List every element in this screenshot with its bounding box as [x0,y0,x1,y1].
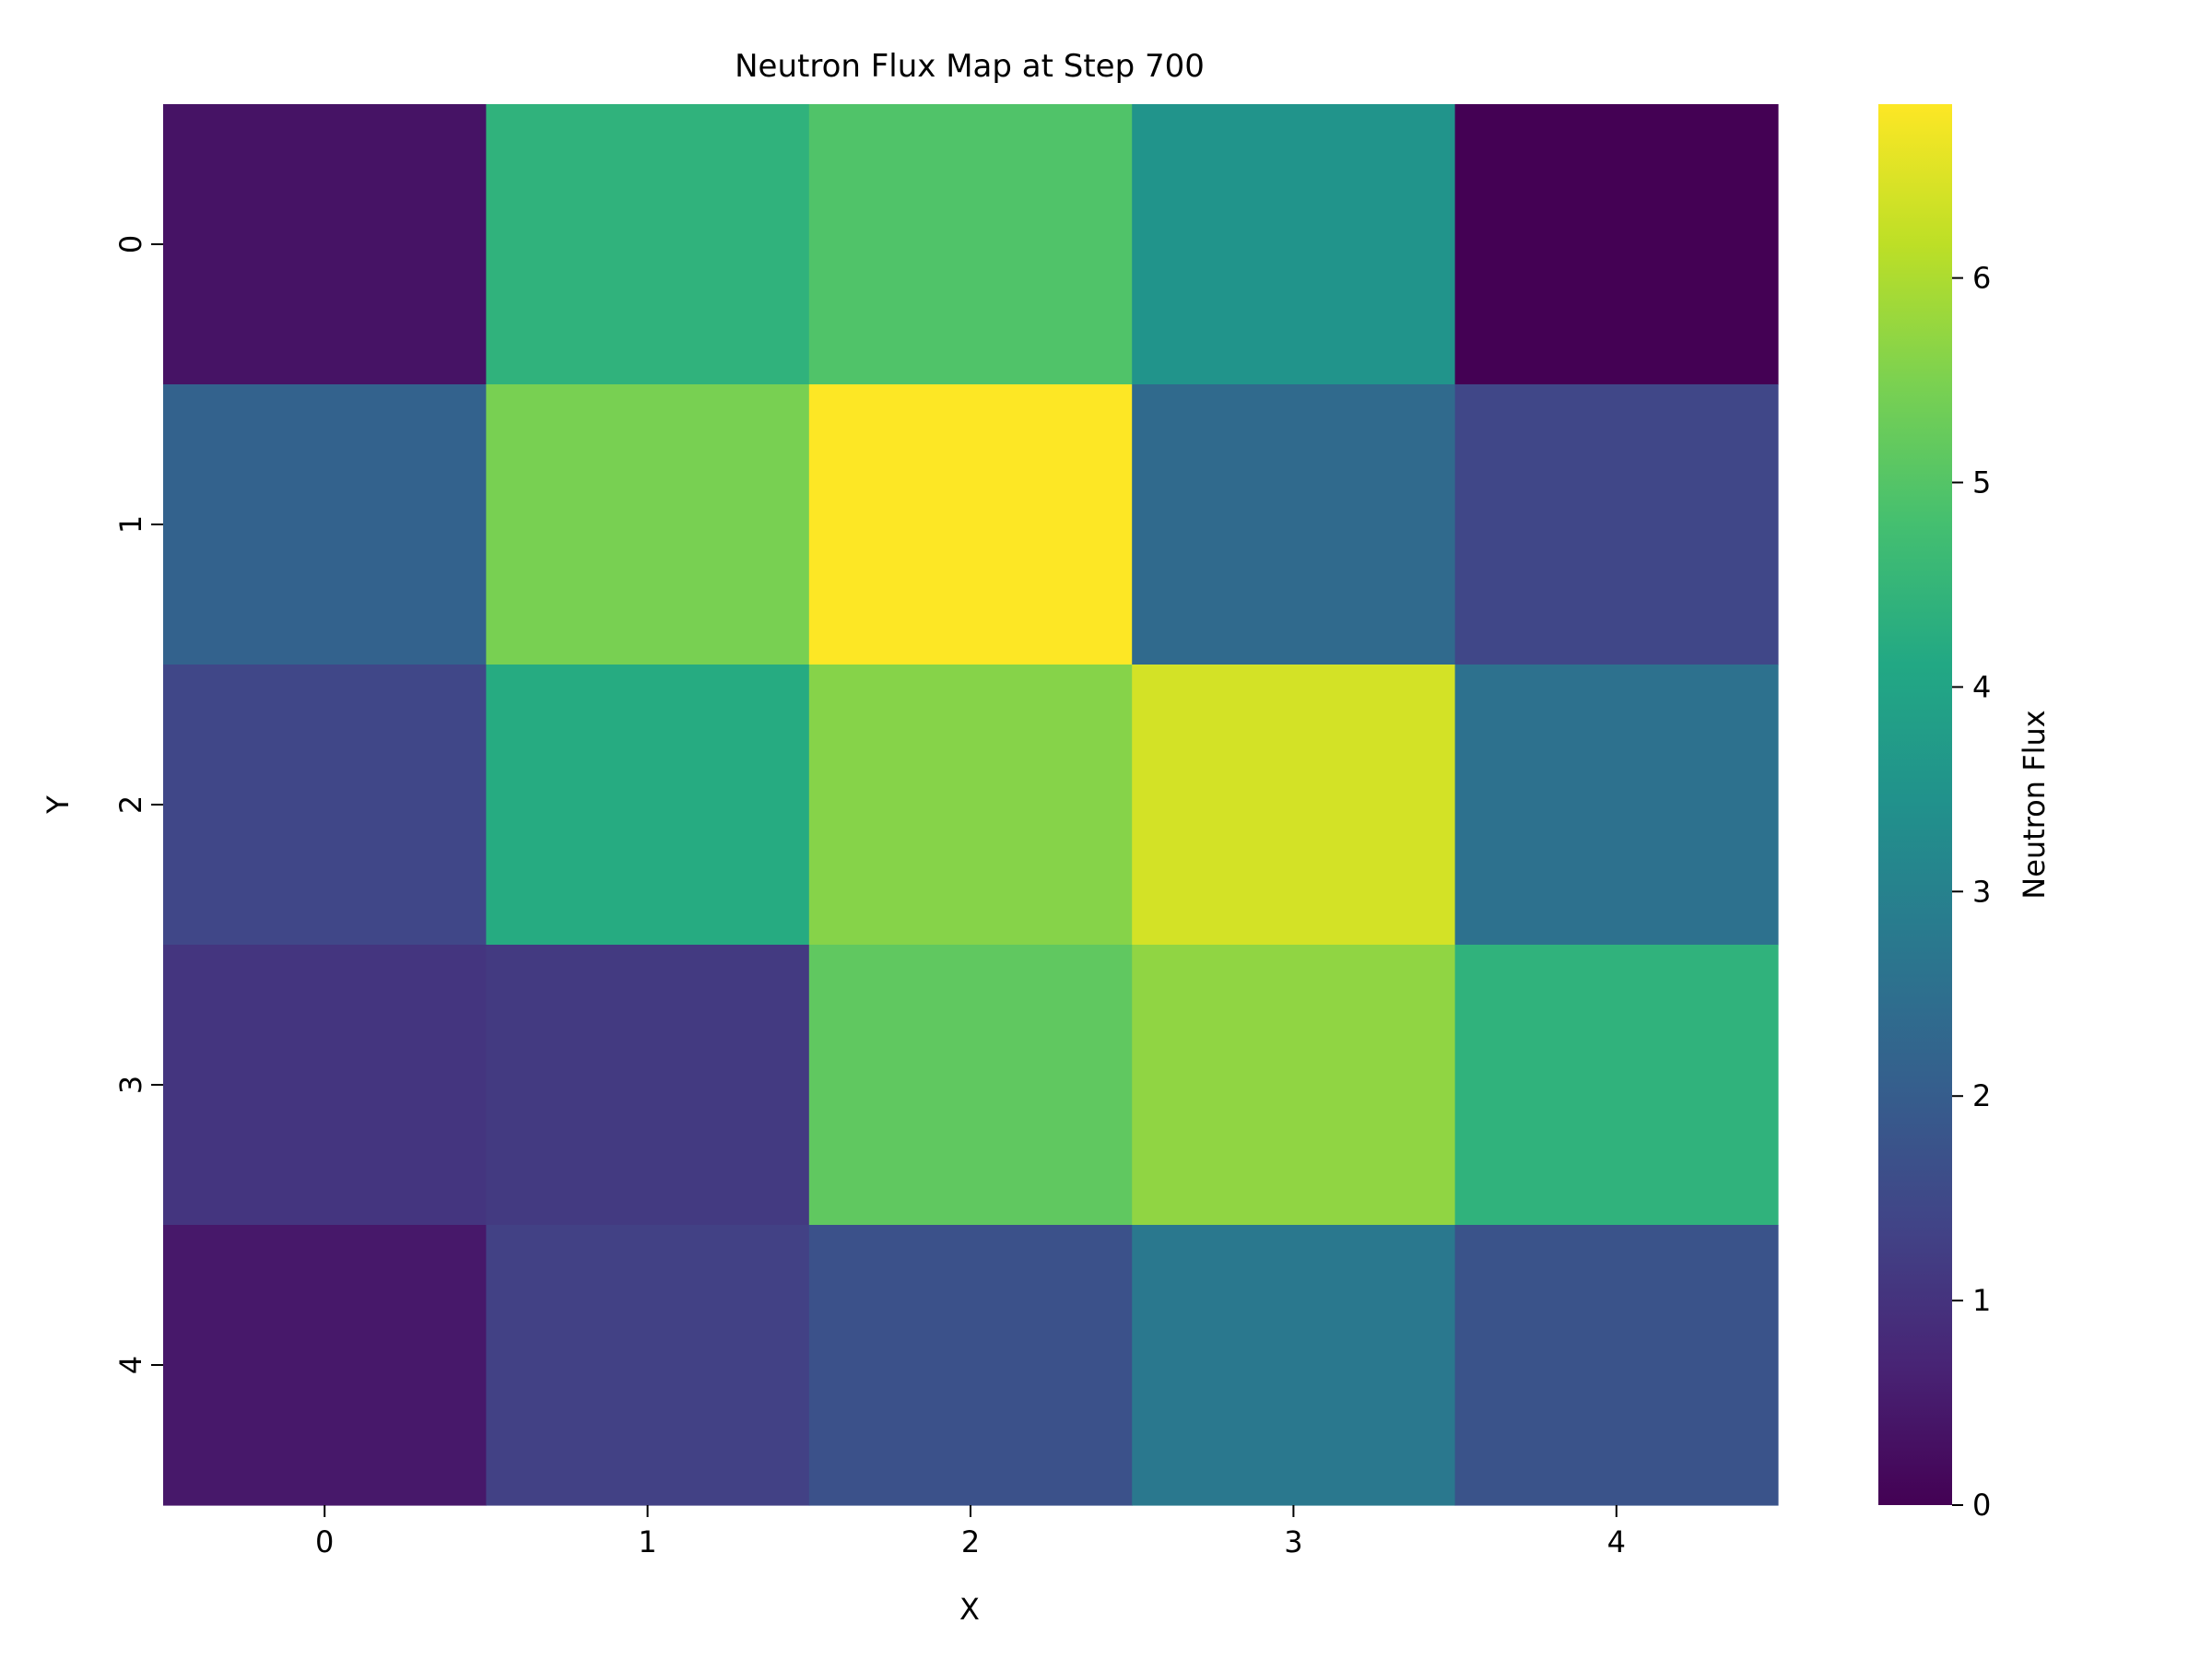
heatmap-cell [1454,104,1779,385]
x-axis-label: X [959,1592,980,1627]
colorbar [1878,104,1952,1505]
heatmap-cells [163,104,1779,1506]
heatmap-cell [1454,1225,1779,1506]
x-tick-label: 2 [961,1524,980,1559]
colorbar-tick-label: 4 [1972,669,1991,704]
heatmap-cell [1132,104,1456,385]
heatmap-cell [486,665,810,946]
heatmap-cell [163,384,487,665]
heatmap-cell [1132,665,1456,946]
y-tick-label: 0 [113,235,148,253]
colorbar-tick-label: 5 [1972,465,1991,500]
colorbar-tick-label: 0 [1972,1488,1991,1523]
heatmap-cell [808,384,1133,665]
heatmap-cell [486,104,810,385]
y-axis-label: Y [41,795,76,815]
heatmap-cell [163,665,487,946]
heatmap-cell [808,945,1133,1226]
heatmap-cell [808,1225,1133,1506]
chart-title: Neutron Flux Map at Step 700 [735,48,1205,85]
heatmap-cell [1132,945,1456,1226]
colorbar-ticks: 0 1 2 3 4 5 6 [1952,261,1991,1523]
heatmap-cell [808,104,1133,385]
heatmap-cell [808,665,1133,946]
x-tick-label: 0 [315,1524,334,1559]
heatmap-cell [486,384,810,665]
x-axis-ticks: 0 1 2 3 4 [315,1505,1626,1559]
colorbar-tick-label: 6 [1972,261,1991,296]
heatmap-cell [486,945,810,1226]
heatmap-cell [1454,665,1779,946]
heatmap-cell [163,945,487,1226]
y-tick-label: 3 [113,1076,148,1094]
y-tick-label: 1 [113,515,148,534]
y-tick-label: 4 [113,1356,148,1374]
colorbar-label: Neutron Flux [2017,710,2052,899]
heatmap-cell [486,1225,810,1506]
y-tick-label: 2 [113,795,148,814]
heatmap-cell [163,104,487,385]
heatmap-cell [163,1225,487,1506]
heatmap-cell [1132,1225,1456,1506]
colorbar-tick-label: 3 [1972,874,1991,909]
x-tick-label: 1 [638,1524,656,1559]
heatmap-cell [1132,384,1456,665]
colorbar-tick-label: 2 [1972,1078,1991,1113]
x-tick-label: 4 [1607,1524,1626,1559]
y-axis-ticks: 0 1 2 3 4 [113,235,163,1374]
heatmap-cell [1454,384,1779,665]
x-tick-label: 3 [1284,1524,1302,1559]
heatmap-cell [1454,945,1779,1226]
colorbar-tick-label: 1 [1972,1283,1991,1318]
